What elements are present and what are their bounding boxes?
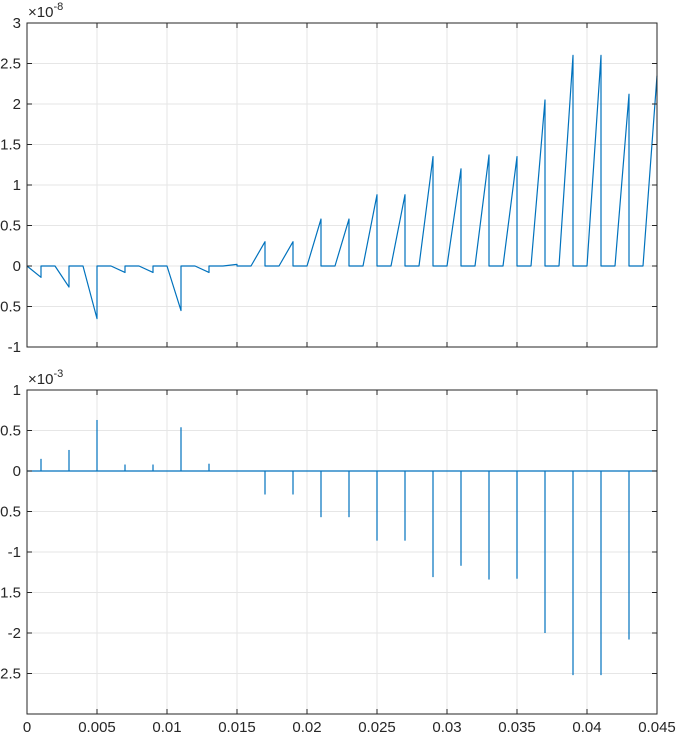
x-tick-label: 0.02	[292, 719, 321, 734]
y-tick-label: -2.5	[0, 666, 21, 683]
exponent-label: ×10-3	[28, 368, 63, 388]
x-tick-label: 0.035	[498, 719, 536, 734]
y-tick-label: 0.5	[0, 218, 21, 235]
x-tick-label: 0.015	[218, 719, 256, 734]
x-tick-label: 0.005	[78, 719, 116, 734]
y-tick-label: -0.5	[0, 299, 21, 316]
y-tick-label: 1.5	[0, 137, 21, 154]
x-tick-label: 0.025	[358, 719, 396, 734]
series-line	[26, 54, 658, 320]
y-tick-label: -1.5	[0, 585, 21, 602]
exponent-power: -3	[53, 368, 63, 380]
y-tick-label: -0.5	[0, 504, 21, 521]
axes-top: -1 -0.5 0 0.5 1 1.5 2 2.5 3 ×10-8	[0, 1, 658, 356]
y-tick-label: 2.5	[0, 56, 21, 73]
y-tick-label: 0	[13, 258, 21, 275]
y-tick-label: -1	[8, 544, 21, 561]
exponent-power: -8	[53, 1, 63, 13]
y-tick-label: -1	[8, 339, 21, 356]
x-tick-label: 0.04	[572, 719, 601, 734]
y-tick-label: 3	[13, 15, 21, 32]
y-tick-label: 0	[13, 463, 21, 480]
exponent-base: ×10	[28, 371, 53, 388]
x-tick-label: 0.045	[638, 719, 676, 734]
exponent-label: ×10-8	[28, 1, 63, 21]
y-tick-label: 0.5	[0, 423, 21, 440]
x-tick-label: 0	[23, 719, 31, 734]
y-tick-label: 1	[13, 177, 21, 194]
x-tick-label: 0.03	[432, 719, 461, 734]
axes-bottom: 0 0.005 0.01 0.015 0.02 0.025 0.03 0.035 0.04 0.0…	[0, 368, 676, 734]
y-tick-label: -2	[8, 625, 21, 642]
exponent-base: ×10	[28, 4, 53, 21]
y-tick-label: 1	[13, 382, 21, 399]
x-tick-label: 0.01	[152, 719, 181, 734]
y-tick-label: 2	[13, 96, 21, 113]
